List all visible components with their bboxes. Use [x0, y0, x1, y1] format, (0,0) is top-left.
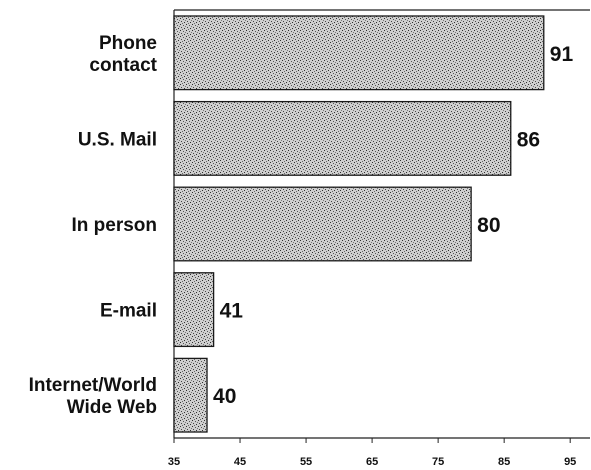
bar: [173, 186, 472, 262]
category-label-line: Internet/World: [29, 375, 157, 396]
category-label-line: In person: [71, 215, 157, 236]
x-tick-label: 65: [366, 456, 378, 468]
value-label: 40: [213, 385, 236, 408]
category-label-line: U.S. Mail: [78, 129, 157, 150]
x-tick-label: 85: [498, 456, 510, 468]
x-tick-label: 35: [168, 456, 180, 468]
value-label: 80: [477, 214, 500, 237]
category-label: In person: [71, 215, 157, 236]
category-label: Phone contact: [89, 33, 157, 76]
bar: [173, 15, 545, 91]
x-tick-label: 75: [432, 456, 444, 468]
category-label: U.S. Mail: [78, 129, 157, 150]
x-tick-label: 95: [564, 456, 576, 468]
category-labels: Phone contact U.S. Mail In person E-mail Inte…: [29, 33, 158, 418]
category-label: E-mail: [100, 301, 157, 322]
value-label: 41: [220, 300, 244, 323]
value-label: 86: [517, 128, 540, 151]
bar: [173, 357, 208, 433]
category-label-line: Wide Web: [67, 397, 157, 418]
bar: [173, 100, 512, 176]
category-label-line: contact: [89, 55, 157, 76]
value-label: 91: [550, 43, 574, 66]
category-label: Internet/World Wide Web: [29, 375, 157, 418]
bar: [173, 272, 215, 348]
category-label-line: E-mail: [100, 301, 157, 322]
x-tick-label: 55: [300, 456, 312, 468]
value-labels: 91 86 80 41 40: [213, 43, 573, 408]
x-axis-ticks: 35 45 55 65 75 85 95: [168, 438, 576, 468]
x-tick-label: 45: [234, 456, 246, 468]
category-label-line: Phone: [99, 33, 157, 54]
bars-group: [173, 15, 545, 433]
